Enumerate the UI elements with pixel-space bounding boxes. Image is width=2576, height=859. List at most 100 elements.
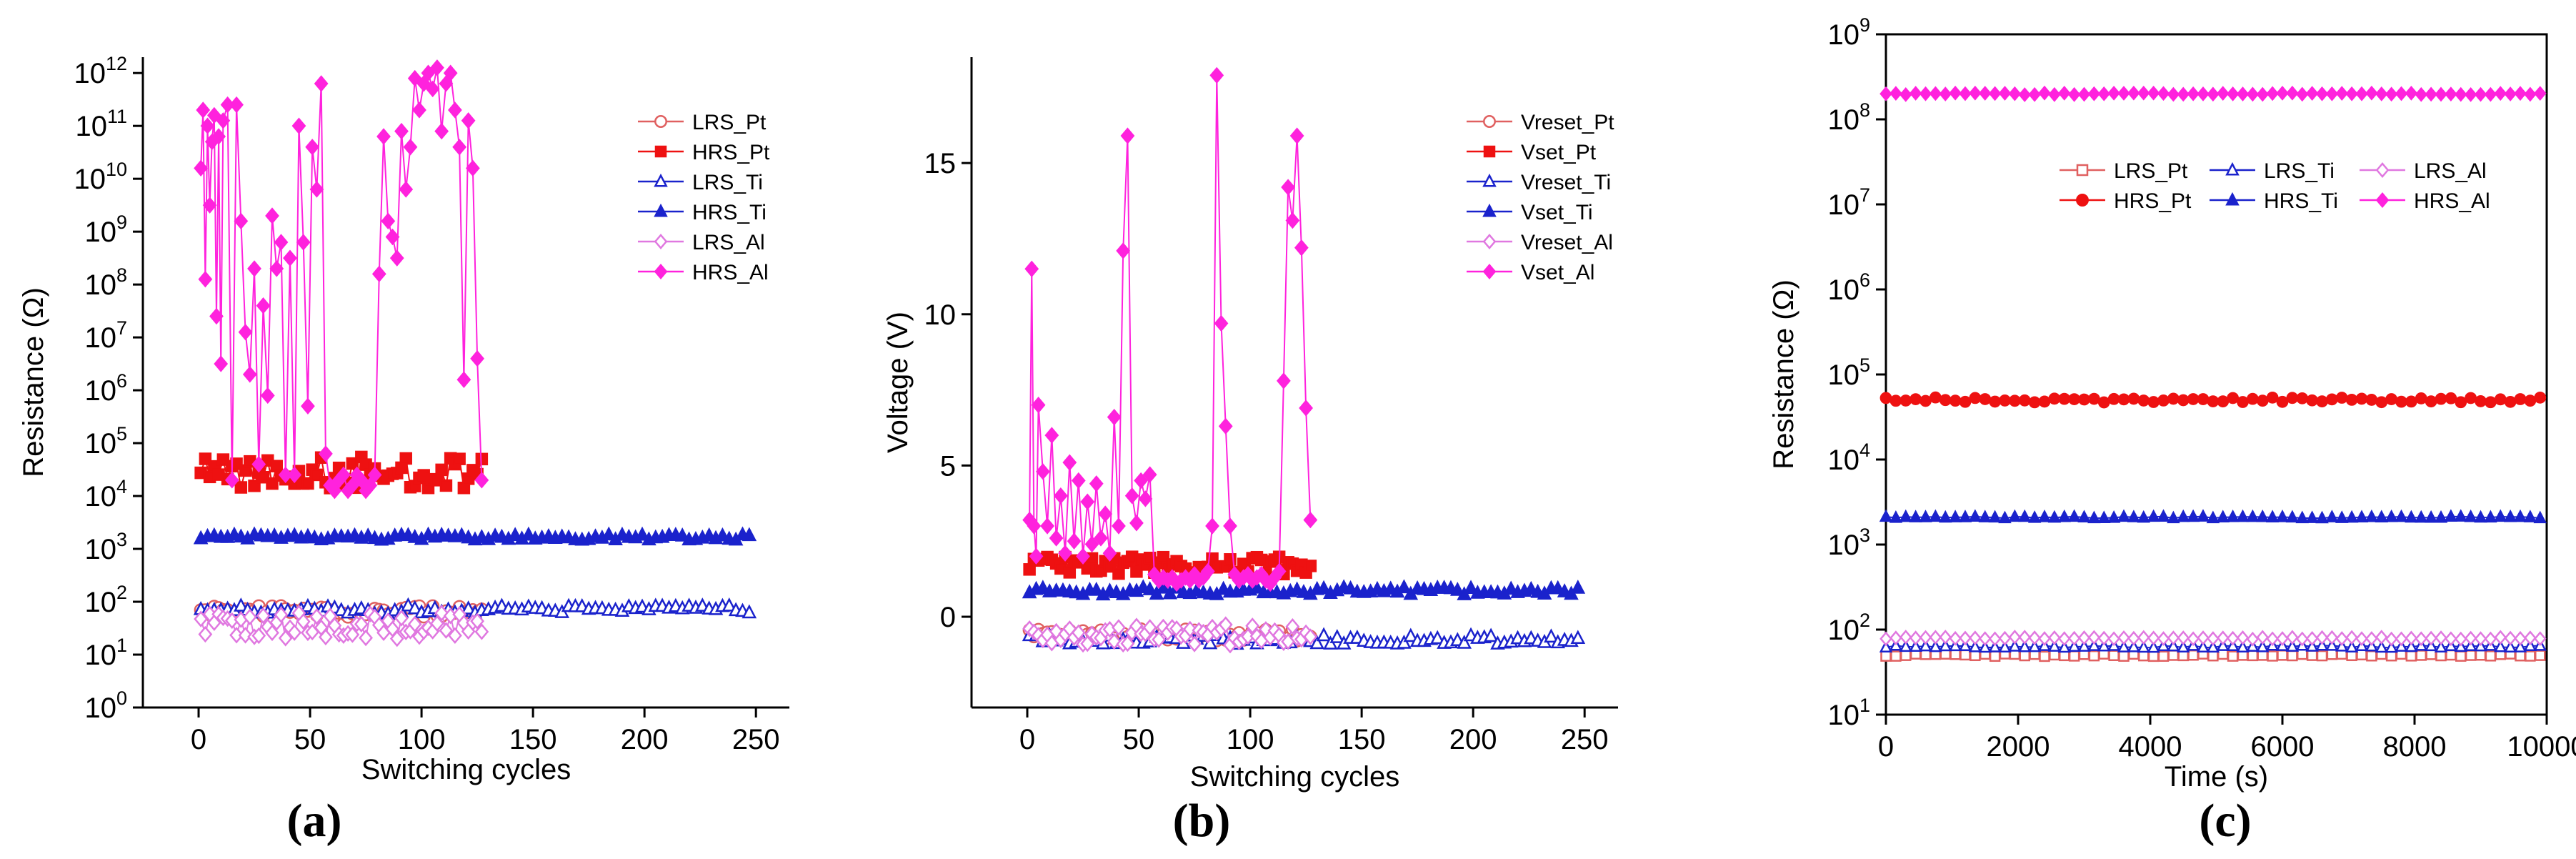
data-point: [1223, 517, 1237, 535]
data-point: [2415, 650, 2427, 661]
data-point: [2216, 510, 2230, 523]
data-point: [1076, 547, 1090, 565]
data-point: [2454, 631, 2467, 647]
legend-item-hrs-ti: HRS_Ti: [638, 201, 767, 224]
data-point: [2196, 640, 2210, 653]
data-point: [2107, 85, 2120, 101]
data-point: [209, 307, 224, 325]
data-point: [2067, 86, 2081, 102]
data-point: [1182, 620, 1197, 638]
plot-frame: [1884, 33, 2548, 716]
data-point: [1919, 394, 1932, 407]
data-point: [1969, 85, 1982, 101]
data-point: [1218, 417, 1233, 435]
data-point: [1134, 472, 1149, 490]
data-point: [403, 139, 418, 156]
data-point: [234, 481, 248, 494]
legend: LRS_Pt HRS_Pt LRS_Ti HRS_Ti LRS_Al HRS_Al: [638, 111, 770, 284]
data-point: [2524, 630, 2537, 645]
data-point: [2305, 86, 2319, 101]
data-point: [2147, 630, 2160, 646]
data-point: [2355, 510, 2369, 522]
x-axis-title: Switching cycles: [361, 754, 571, 785]
data-point: [2027, 639, 2042, 652]
data-point: [1978, 631, 1992, 647]
data-point: [2435, 630, 2447, 645]
data-point: [407, 600, 423, 615]
data-point: [2057, 509, 2071, 522]
data-point: [2356, 649, 2367, 661]
legend-item-lrs-al: LRS_Al: [638, 231, 765, 254]
data-point: [2028, 396, 2041, 409]
data-point: [2068, 393, 2081, 405]
data-point: [2435, 392, 2447, 405]
legend-item-lrs-ti: LRS_Ti: [2210, 159, 2335, 183]
data-point: [439, 479, 453, 492]
data-point: [1929, 630, 1942, 645]
data-point: [2186, 509, 2200, 522]
data-point: [305, 139, 320, 156]
data-point: [1053, 487, 1068, 505]
data-point: [242, 366, 257, 383]
data-point: [2534, 391, 2547, 404]
data-point: [1120, 127, 1135, 144]
panel-label: (c): [2199, 795, 2251, 847]
data-point: [2405, 650, 2417, 662]
data-point: [1889, 86, 1902, 101]
data-point: [211, 128, 226, 145]
data-point: [1112, 619, 1126, 636]
data-point: [2504, 630, 2517, 646]
y-tick-label: 100: [84, 687, 127, 724]
legend-item-hrs-ti: HRS_Ti: [2210, 189, 2338, 213]
data-point: [1304, 560, 1317, 572]
legend-marker: [654, 115, 667, 128]
data-point: [1959, 395, 1972, 408]
data-point: [2533, 86, 2547, 101]
data-point: [2057, 631, 2071, 647]
data-point: [2335, 392, 2348, 404]
data-point: [1044, 427, 1059, 444]
legend: Vreset_Pt Vset_Pt Vreset_Ti Vset_Ti Vreset_A…: [1467, 111, 1614, 284]
x-tick-label: 200: [621, 724, 669, 755]
data-point: [1998, 630, 2012, 646]
data-point: [742, 604, 757, 619]
data-point: [416, 75, 431, 92]
data-point: [1988, 631, 2002, 647]
y-tick-label: 108: [1827, 99, 1870, 136]
data-point: [439, 75, 454, 92]
data-point: [634, 526, 650, 541]
data-point: [216, 112, 231, 129]
series-hrs-ti: [1879, 509, 2547, 524]
data-point: [2157, 509, 2170, 522]
data-point: [2107, 392, 2120, 405]
data-point: [2474, 510, 2487, 523]
data-point: [2345, 630, 2358, 645]
data-point: [2008, 86, 2022, 101]
data-point: [2434, 640, 2448, 653]
data-point: [1978, 86, 1992, 101]
y-tick-label: 1011: [75, 106, 127, 142]
x-tick-label: 250: [732, 724, 780, 755]
x-tick-label: 50: [1123, 724, 1155, 755]
data-point: [2276, 631, 2289, 646]
data-point: [1463, 580, 1479, 595]
data-point: [2008, 394, 2021, 407]
data-point: [256, 607, 271, 625]
data-point: [1285, 212, 1300, 229]
data-point: [1969, 392, 1982, 404]
series-lrs-al: [1879, 630, 2547, 647]
data-point: [2405, 85, 2418, 101]
data-point: [1998, 86, 2012, 101]
data-point: [1999, 394, 2011, 407]
data-point: [1024, 260, 1039, 277]
data-point: [2503, 509, 2517, 522]
data-point: [2375, 630, 2388, 645]
data-point: [2325, 86, 2339, 101]
panel-label: (b): [1173, 795, 1231, 847]
data-point: [2523, 510, 2537, 522]
data-point: [1084, 535, 1099, 553]
data-point: [2464, 630, 2477, 646]
data-point: [1978, 510, 1992, 522]
x-tick-label: 2000: [1987, 731, 2050, 763]
data-point: [2465, 650, 2477, 661]
